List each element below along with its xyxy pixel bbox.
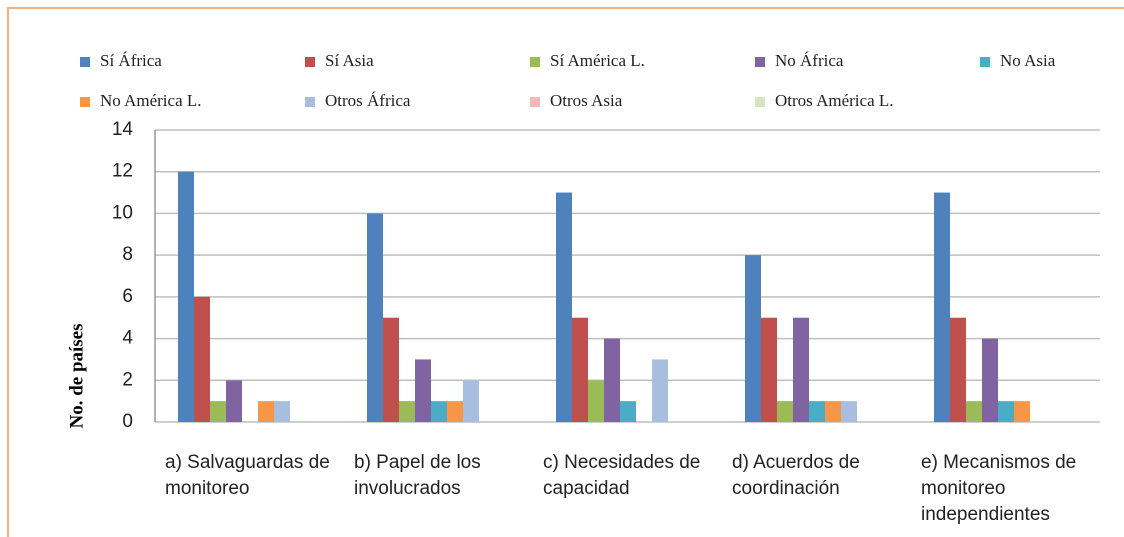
bar — [761, 317, 777, 422]
legend-swatch — [530, 97, 540, 107]
legend-label: Sí África — [100, 51, 162, 70]
bar — [572, 317, 588, 422]
bar — [982, 338, 998, 422]
bar — [998, 401, 1014, 422]
x-tick-label: a) Salvaguardas de monitoreo — [165, 452, 330, 499]
bar — [934, 192, 950, 422]
bar — [777, 401, 793, 422]
bar — [178, 171, 194, 422]
legend-label: No África — [775, 51, 844, 70]
bar — [399, 401, 415, 422]
legend-label: Otros América L. — [775, 91, 894, 110]
y-tick-label: 4 — [122, 328, 133, 349]
y-tick-label: 14 — [112, 119, 134, 140]
bar — [966, 401, 982, 422]
y-tick-label: 0 — [122, 411, 133, 432]
bar — [226, 380, 242, 422]
bar — [588, 380, 604, 422]
legend-swatch — [305, 57, 315, 67]
bar — [950, 317, 966, 422]
y-axis-label: No. de países — [66, 323, 87, 428]
bar — [258, 401, 274, 422]
bar — [841, 401, 857, 422]
bar — [210, 401, 226, 422]
bar — [383, 317, 399, 422]
bar — [825, 401, 841, 422]
legend-label: Otros Asia — [550, 91, 623, 110]
bar — [809, 401, 825, 422]
bar — [274, 401, 290, 422]
bar — [367, 213, 383, 422]
bar — [793, 317, 809, 422]
y-tick-label: 2 — [122, 369, 133, 390]
bar — [745, 255, 761, 422]
legend-swatch — [980, 57, 990, 67]
bar — [652, 359, 668, 422]
x-tick-label: c) Necesidades de capacidad — [543, 452, 701, 499]
bar — [604, 338, 620, 422]
bar — [431, 401, 447, 422]
x-tick-label: d) Acuerdos de coordinación — [732, 452, 860, 499]
y-tick-label: 12 — [112, 161, 133, 182]
x-tick-label: e) Mecanismos de monitoreo independiente… — [921, 452, 1077, 525]
legend-label: Sí América L. — [550, 51, 645, 70]
bar — [620, 401, 636, 422]
y-tick-label: 6 — [122, 286, 133, 307]
legend-swatch — [755, 57, 765, 67]
legend-label: No América L. — [100, 91, 202, 110]
legend-label: Otros África — [325, 91, 411, 110]
legend-label: No Asia — [1000, 51, 1056, 70]
legend-swatch — [80, 57, 90, 67]
bar — [1014, 401, 1030, 422]
frame — [7, 7, 1124, 537]
bar — [194, 296, 210, 422]
legend-swatch — [530, 57, 540, 67]
legend-swatch — [755, 97, 765, 107]
legend-swatch — [80, 97, 90, 107]
bar — [447, 401, 463, 422]
legend-swatch — [305, 97, 315, 107]
bar — [463, 380, 479, 422]
legend-label: Sí Asia — [325, 51, 374, 70]
y-tick-label: 8 — [122, 244, 133, 265]
y-tick-label: 10 — [112, 202, 133, 223]
bar — [415, 359, 431, 422]
x-tick-label: b) Papel de los involucrados — [354, 452, 481, 499]
bar — [556, 192, 572, 422]
